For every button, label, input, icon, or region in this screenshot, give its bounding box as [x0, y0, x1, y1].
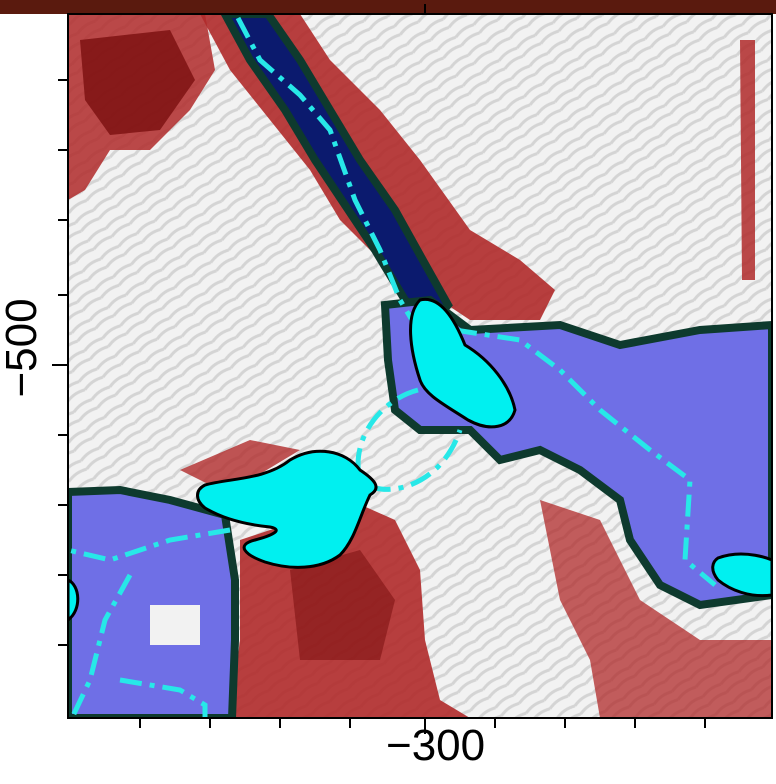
elevated-zone-nw-core: [80, 30, 195, 135]
flowpath-south-loop: [119, 677, 208, 718]
flowpath-southwest: [69, 573, 133, 718]
elevated-zone-west-lobe: [180, 440, 300, 490]
lake-southwest: [196, 449, 378, 569]
elevated-zone-se-band: [540, 500, 772, 718]
lowered-zone-southwest: [68, 485, 239, 718]
elevated-zone-east-edge: [740, 40, 755, 280]
flowpath-north-channel: [235, 16, 421, 332]
elevated-zone-south-core: [290, 550, 395, 660]
flowpath-east: [454, 327, 717, 587]
flowpath-west: [68, 527, 231, 563]
terrain-gap-southwest: [150, 605, 200, 645]
x-axis-tick-label: −300: [386, 721, 486, 770]
map-frame: [52, 4, 773, 734]
lakes: [68, 297, 772, 622]
top-color-strip: [0, 0, 776, 14]
y-axis-tick-label: −500: [0, 298, 46, 398]
lake-central: [409, 297, 517, 429]
lake-east-edge: [711, 552, 772, 598]
elevated-zones: [68, 14, 772, 718]
y-axis-ticks: [52, 79, 68, 646]
x-axis-ticks: [139, 4, 706, 734]
